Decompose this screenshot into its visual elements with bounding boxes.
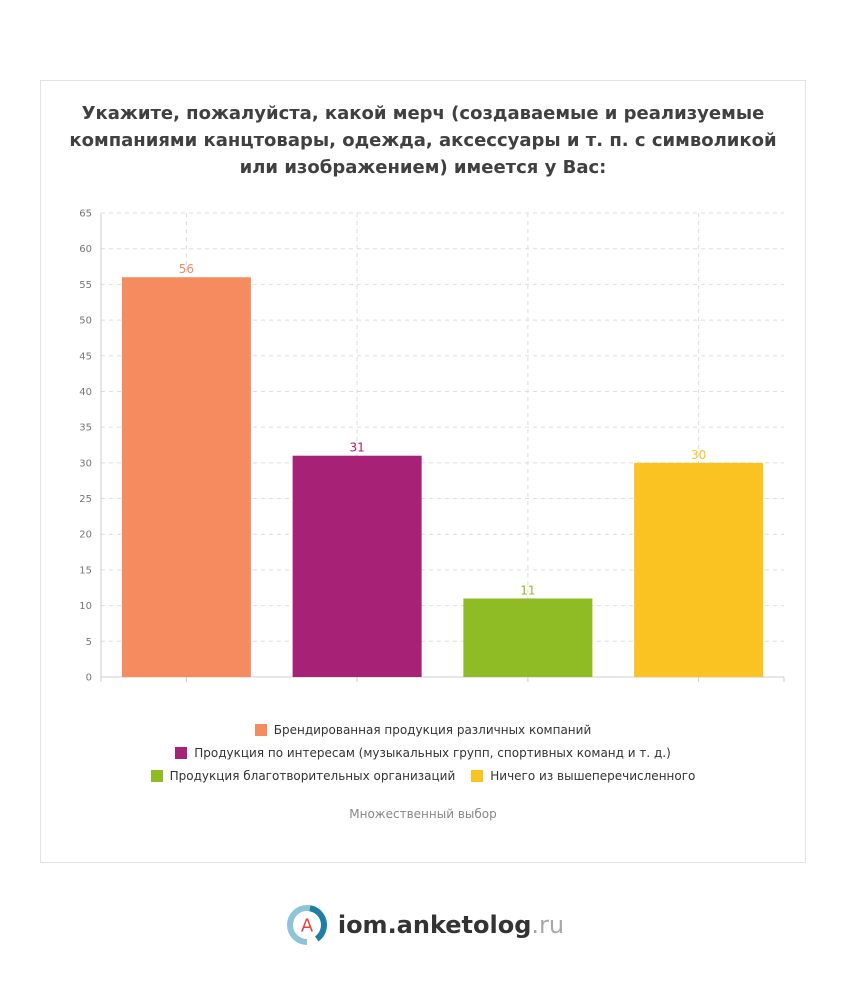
legend-label: Продукция благотворительных организаций: [169, 768, 456, 783]
bar: [634, 462, 764, 677]
y-tick-label: 20: [79, 530, 92, 541]
y-tick-label: 35: [79, 423, 92, 434]
bar: [463, 598, 593, 677]
chart-title: Укажите, пожалуйста, какой мерч (создава…: [69, 103, 777, 178]
legend-item-charity[interactable]: Продукция благотворительных организаций: [150, 768, 456, 783]
legend: Брендированная продукция различных компа…: [40, 718, 806, 787]
y-tick-label: 65: [79, 209, 92, 220]
bar-value-label: 31: [349, 441, 364, 455]
brand-tld: .ru: [531, 911, 565, 939]
legend-item-nothing[interactable]: Ничего из вышеперечисленного: [471, 769, 695, 783]
y-tick-label: 45: [79, 351, 92, 362]
bar-chart: 0 5 10 15 20 25 30 35 40 45 50 55 60 65 56 31 11 30: [79, 209, 785, 684]
legend-label: Ничего из вышеперечисленного: [490, 768, 696, 783]
bar-value-label: 56: [179, 262, 194, 276]
legend-label: Продукция по интересам (музыкальных груп…: [194, 745, 671, 760]
legend-label: Брендированная продукция различных компа…: [273, 722, 592, 737]
footer-brand[interactable]: А iom.anketolog .ru: [0, 900, 848, 950]
legend-swatch: [471, 769, 484, 782]
legend-item-branded[interactable]: Брендированная продукция различных компа…: [254, 722, 592, 737]
y-tick-label: 30: [79, 458, 92, 469]
brand-name: iom.anketolog: [337, 911, 532, 939]
legend-swatch: [150, 769, 163, 782]
multiple-choice-note: Множественный выбор: [349, 807, 497, 821]
legend-item-interests[interactable]: Продукция по интересам (музыкальных груп…: [175, 746, 671, 760]
y-tick-label: 10: [79, 601, 92, 612]
y-tick-label: 60: [79, 244, 92, 255]
y-tick-label: 40: [79, 387, 92, 398]
y-tick-label: 15: [79, 565, 92, 576]
bar: [292, 455, 422, 677]
legend-row: Продукция благотворительных организаций …: [40, 764, 806, 787]
bar: [121, 277, 251, 677]
legend-swatch: [254, 723, 267, 736]
y-tick-label: 50: [79, 316, 92, 327]
anketolog-logo-icon: А: [286, 905, 327, 945]
y-tick-label: 5: [86, 637, 92, 648]
legend-swatch: [175, 746, 188, 759]
y-tick-label: 55: [79, 280, 92, 291]
legend-row: Брендированная продукция различных компа…: [40, 718, 806, 741]
legend-row: Продукция по интересам (музыкальных груп…: [40, 741, 806, 764]
bar-value-label: 30: [691, 448, 706, 462]
bar-value-label: 11: [520, 583, 535, 597]
logo-letter: А: [301, 916, 314, 937]
y-tick-label: 25: [79, 494, 92, 505]
y-tick-label: 0: [86, 673, 92, 684]
